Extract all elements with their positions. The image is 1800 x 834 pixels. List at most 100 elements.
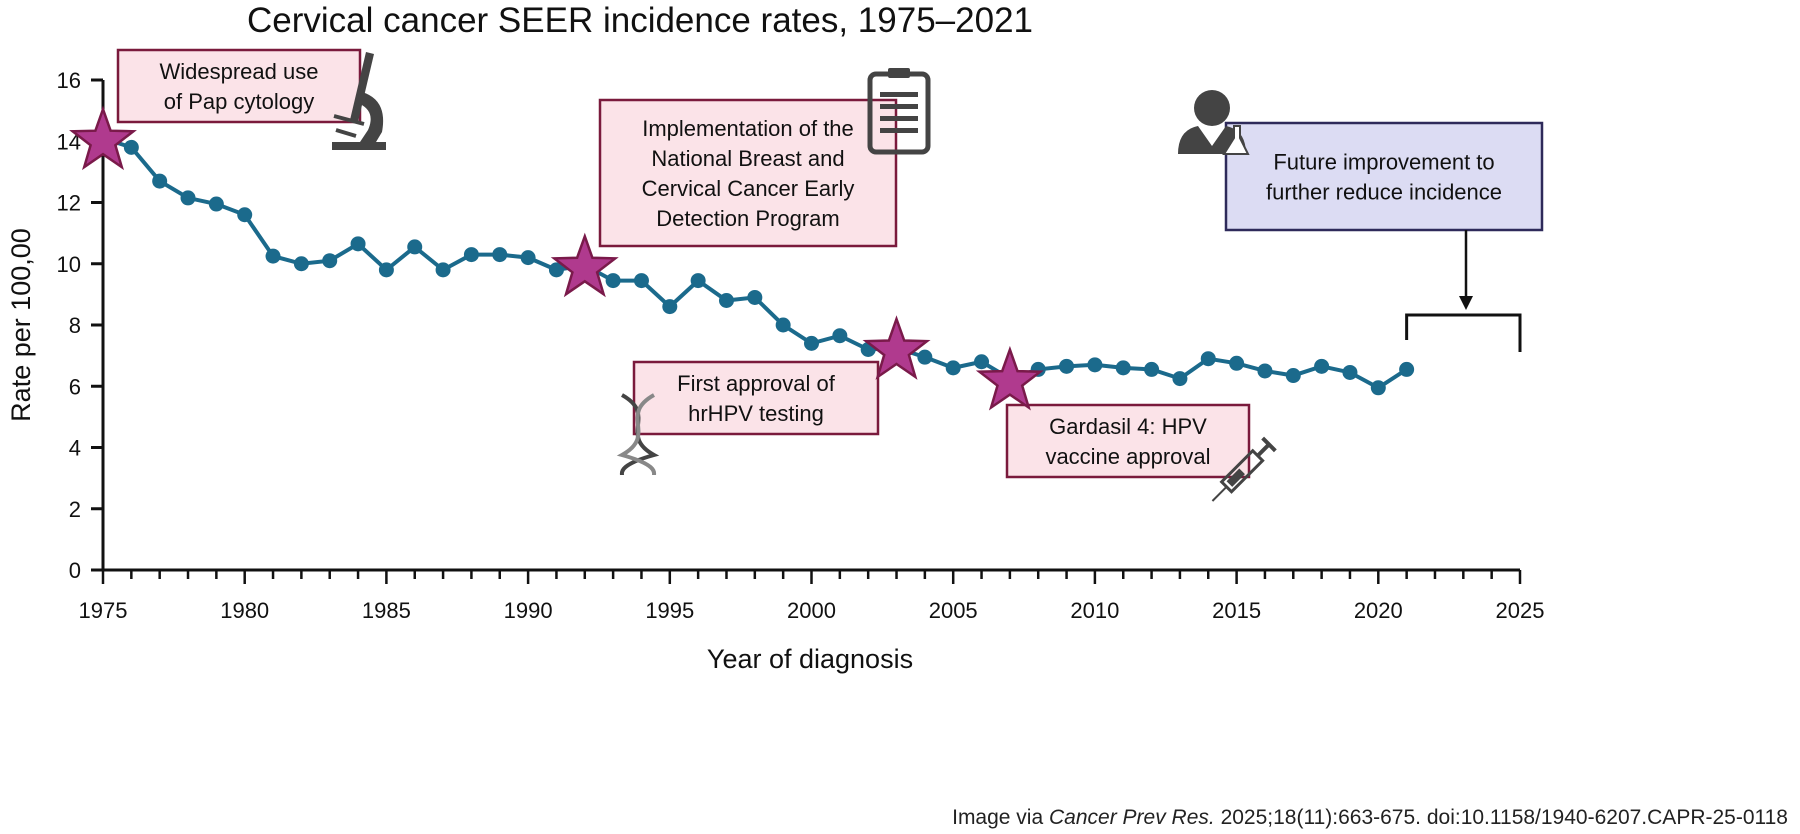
milestone-star	[862, 315, 931, 380]
y-tick-label: 0	[69, 558, 81, 583]
data-point	[378, 262, 394, 278]
data-point	[690, 273, 706, 289]
y-tick-label: 16	[57, 68, 81, 93]
y-tick-label: 10	[57, 252, 81, 277]
milestone-box-nbccedp: Implementation of the National Breast and…	[598, 98, 898, 248]
data-point	[1059, 358, 1075, 374]
data-point	[1200, 351, 1216, 367]
future-box-rect	[1224, 121, 1544, 232]
milestone-star	[550, 232, 619, 298]
x-tick-label: 1975	[79, 598, 128, 623]
y-tick-label: 4	[69, 436, 81, 461]
data-point	[1172, 371, 1188, 387]
data-point	[1144, 361, 1160, 377]
milestone-box-hrhpv-text: First approval of	[677, 371, 836, 396]
data-point	[322, 253, 338, 269]
milestone-box-hrhpv-text: hrHPV testing	[688, 401, 824, 426]
x-axis-title: Year of diagnosis	[707, 644, 913, 674]
y-tick-label: 2	[69, 497, 81, 522]
x-tick-label: 2020	[1354, 598, 1403, 623]
data-point	[463, 247, 479, 263]
future-bracket	[1405, 313, 1522, 352]
milestone-box-hrhpv: First approval of hrHPV testing	[632, 360, 880, 436]
source-journal: Cancer Prev Res.	[1049, 806, 1215, 829]
data-point	[208, 196, 224, 212]
data-point	[662, 299, 678, 315]
data-point	[1285, 368, 1301, 384]
data-point	[435, 262, 451, 278]
y-tick-label: 8	[69, 313, 81, 338]
milestone-box-nbccedp-rect	[598, 98, 898, 248]
source-citation: Image via Cancer Prev Res. 2025;18(11):6…	[952, 806, 1788, 830]
data-point	[293, 256, 309, 272]
data-point	[1399, 361, 1415, 377]
x-tick-label: 1995	[645, 598, 694, 623]
clipboard-icon	[867, 68, 931, 155]
data-point	[265, 248, 281, 264]
data-point	[747, 289, 763, 305]
dna-icon	[616, 393, 660, 476]
data-point	[1257, 363, 1273, 379]
data-point	[520, 250, 536, 266]
data-point	[832, 328, 848, 344]
y-tick-label: 12	[57, 191, 81, 216]
y-tick-label: 6	[69, 374, 81, 399]
source-suffix: 2025;18(11):663-675. doi:10.1158/1940-62…	[1214, 806, 1788, 829]
x-tick-label: 2000	[787, 598, 836, 623]
milestone-box-pap-text: Widespread use	[160, 59, 319, 84]
annotations: Widespread use of Pap cytology Implementat…	[116, 48, 1544, 502]
data-point	[180, 190, 196, 206]
x-tick-label: 2010	[1070, 598, 1119, 623]
milestone-box-nbccedp-text: National Breast and	[651, 146, 844, 171]
data-point	[123, 139, 139, 155]
milestone-box-pap-text: of Pap cytology	[164, 89, 314, 114]
milestone-box-gardasil-text: vaccine approval	[1045, 444, 1210, 469]
data-point	[917, 349, 933, 365]
chart-title: Cervical cancer SEER incidence rates, 19…	[247, 1, 1033, 40]
data-point	[237, 207, 253, 223]
x-tick-label: 2005	[929, 598, 978, 623]
milestone-box-nbccedp-text: Implementation of the	[642, 116, 854, 141]
series-line	[95, 130, 1415, 396]
data-point	[492, 247, 508, 263]
future-box-text: Future improvement to	[1273, 150, 1494, 175]
future-box: Future improvement to further reduce inci…	[1224, 121, 1544, 232]
x-tick-label: 1980	[220, 598, 269, 623]
milestone-box-pap-rect	[116, 48, 362, 124]
milestone-box-gardasil-text: Gardasil 4: HPV	[1049, 414, 1207, 439]
milestone-stars	[69, 105, 1044, 411]
source-prefix: Image via	[952, 806, 1049, 829]
data-point	[974, 354, 990, 370]
x-tick-label: 2025	[1496, 598, 1545, 623]
future-box-text: further reduce incidence	[1266, 180, 1502, 205]
data-point	[152, 173, 168, 189]
data-point	[1314, 358, 1330, 374]
data-point	[605, 273, 621, 289]
x-tick-label: 2015	[1212, 598, 1261, 623]
data-point	[1229, 355, 1245, 371]
data-point	[548, 262, 564, 278]
x-tick-label: 1990	[504, 598, 553, 623]
data-point	[633, 273, 649, 289]
milestone-box-pap: Widespread use of Pap cytology	[116, 48, 362, 124]
x-tick-label: 1985	[362, 598, 411, 623]
arrow-head-icon	[1459, 296, 1473, 310]
milestone-box-nbccedp-text: Cervical Cancer Early	[642, 176, 855, 201]
y-axis-title: Rate per 100,00	[6, 228, 36, 422]
data-point	[1370, 380, 1386, 396]
syringe-icon	[1211, 436, 1277, 502]
milestone-box-gardasil-rect	[1005, 403, 1251, 479]
milestone-box-hrhpv-rect	[632, 360, 880, 436]
milestone-box-gardasil: Gardasil 4: HPV vaccine approval	[1005, 403, 1251, 479]
scientist-icon	[1178, 90, 1250, 155]
milestone-star	[975, 345, 1044, 411]
data-point	[718, 293, 734, 308]
data-point	[775, 317, 791, 333]
data-point	[804, 335, 819, 351]
milestone-box-nbccedp-text: Detection Program	[656, 206, 839, 231]
data-point	[350, 236, 366, 252]
data-point	[1115, 360, 1131, 376]
milestone-star	[69, 105, 137, 171]
